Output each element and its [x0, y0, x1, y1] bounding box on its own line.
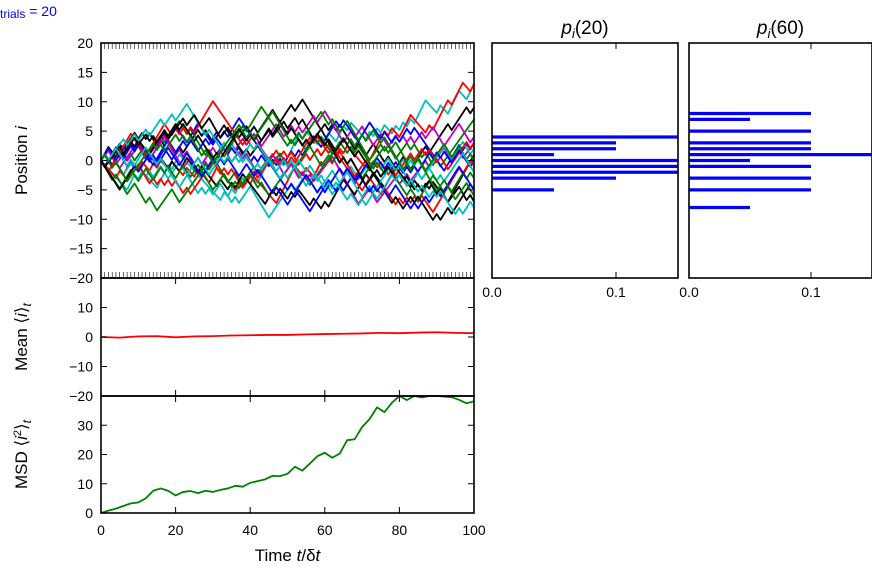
- y-tick-label: 10: [77, 94, 93, 110]
- histogram-bar: [689, 176, 811, 180]
- histogram-bar: [689, 205, 750, 210]
- y-tick-label: −5: [77, 182, 93, 198]
- x-tick-label: 20: [168, 522, 184, 538]
- x-tick-label: 0.0: [482, 284, 502, 300]
- x-tick-label: 0: [97, 522, 105, 538]
- histogram-bar: [689, 188, 811, 192]
- y-tick-label: 10: [77, 476, 93, 492]
- histogram-bar: [492, 153, 554, 157]
- histogram-bar: [689, 111, 811, 116]
- x-tick-label: 80: [392, 522, 408, 538]
- msd-frame: [100, 395, 475, 514]
- histogram-bar: [689, 117, 750, 121]
- data-layer: [100, 81, 872, 514]
- histogram-title: pi(60): [756, 18, 804, 41]
- x-tick-label: 0.0: [679, 284, 699, 300]
- walk-line: [100, 141, 475, 195]
- y-tick-label: −20: [69, 388, 93, 404]
- y-tick-label: −10: [69, 359, 93, 375]
- x-tick-label: 60: [317, 522, 333, 538]
- y-tick-label: 20: [77, 35, 93, 51]
- walk-line: [100, 142, 475, 215]
- y-tick-label: −15: [69, 241, 93, 257]
- histogram-bar: [492, 164, 678, 168]
- x-tick-label: 100: [462, 522, 486, 538]
- walk-line: [100, 110, 475, 201]
- mean-line: [100, 331, 475, 339]
- histogram-bar: [492, 147, 616, 151]
- hist20-frame: [491, 42, 679, 279]
- y-tick-label: −20: [69, 270, 93, 286]
- histogram-title: pi(20): [560, 18, 608, 41]
- histogram-bar: [689, 164, 811, 168]
- y-tick-label: 10: [77, 300, 93, 316]
- y-tick-label: 0: [85, 329, 93, 345]
- x-tick-label: 0.1: [801, 284, 821, 300]
- y-tick-label: 15: [77, 64, 93, 80]
- text-layer: trials = 20−20−15−10−505101520−20−100100…: [0, 3, 821, 565]
- walk-line: [100, 117, 475, 213]
- histogram-bar: [689, 129, 811, 133]
- y-axis-label: Mean ⟨i⟩t: [12, 303, 34, 371]
- histogram-bar: [689, 147, 811, 151]
- y-tick-label: 5: [85, 123, 93, 139]
- hist60-frame: [688, 42, 872, 279]
- y-axis-label: Position i: [12, 125, 31, 195]
- y-tick-label: 20: [77, 447, 93, 463]
- histogram-bar: [689, 153, 872, 157]
- x-tick-label: 40: [242, 522, 258, 538]
- walk-line: [100, 146, 475, 210]
- walk-line: [100, 100, 475, 213]
- trials-label: trials = 20: [0, 3, 57, 21]
- y-tick-label: 30: [77, 417, 93, 433]
- walk-line: [100, 121, 475, 221]
- walk-line: [100, 133, 475, 205]
- walk-line: [100, 110, 475, 170]
- histogram-bar: [689, 141, 811, 145]
- histogram-bar: [492, 158, 678, 163]
- walk-line: [100, 114, 475, 204]
- histogram-bar: [492, 176, 616, 180]
- y-tick-label: 0: [85, 505, 93, 521]
- x-axis-label: Time t/δt: [255, 546, 322, 565]
- histogram-bar: [492, 188, 554, 192]
- y-tick-label: −10: [69, 211, 93, 227]
- frames-layer: [100, 42, 872, 514]
- histogram-bar: [492, 135, 678, 139]
- walk-line: [100, 105, 475, 202]
- histogram-bar: [689, 158, 750, 163]
- histogram-bar: [492, 141, 616, 145]
- x-tick-label: 0.1: [606, 284, 626, 300]
- msd-line: [100, 395, 475, 514]
- histogram-bar: [492, 170, 678, 174]
- y-tick-label: 0: [85, 153, 93, 169]
- y-axis-label: MSD ⟨i2⟩t: [12, 419, 34, 489]
